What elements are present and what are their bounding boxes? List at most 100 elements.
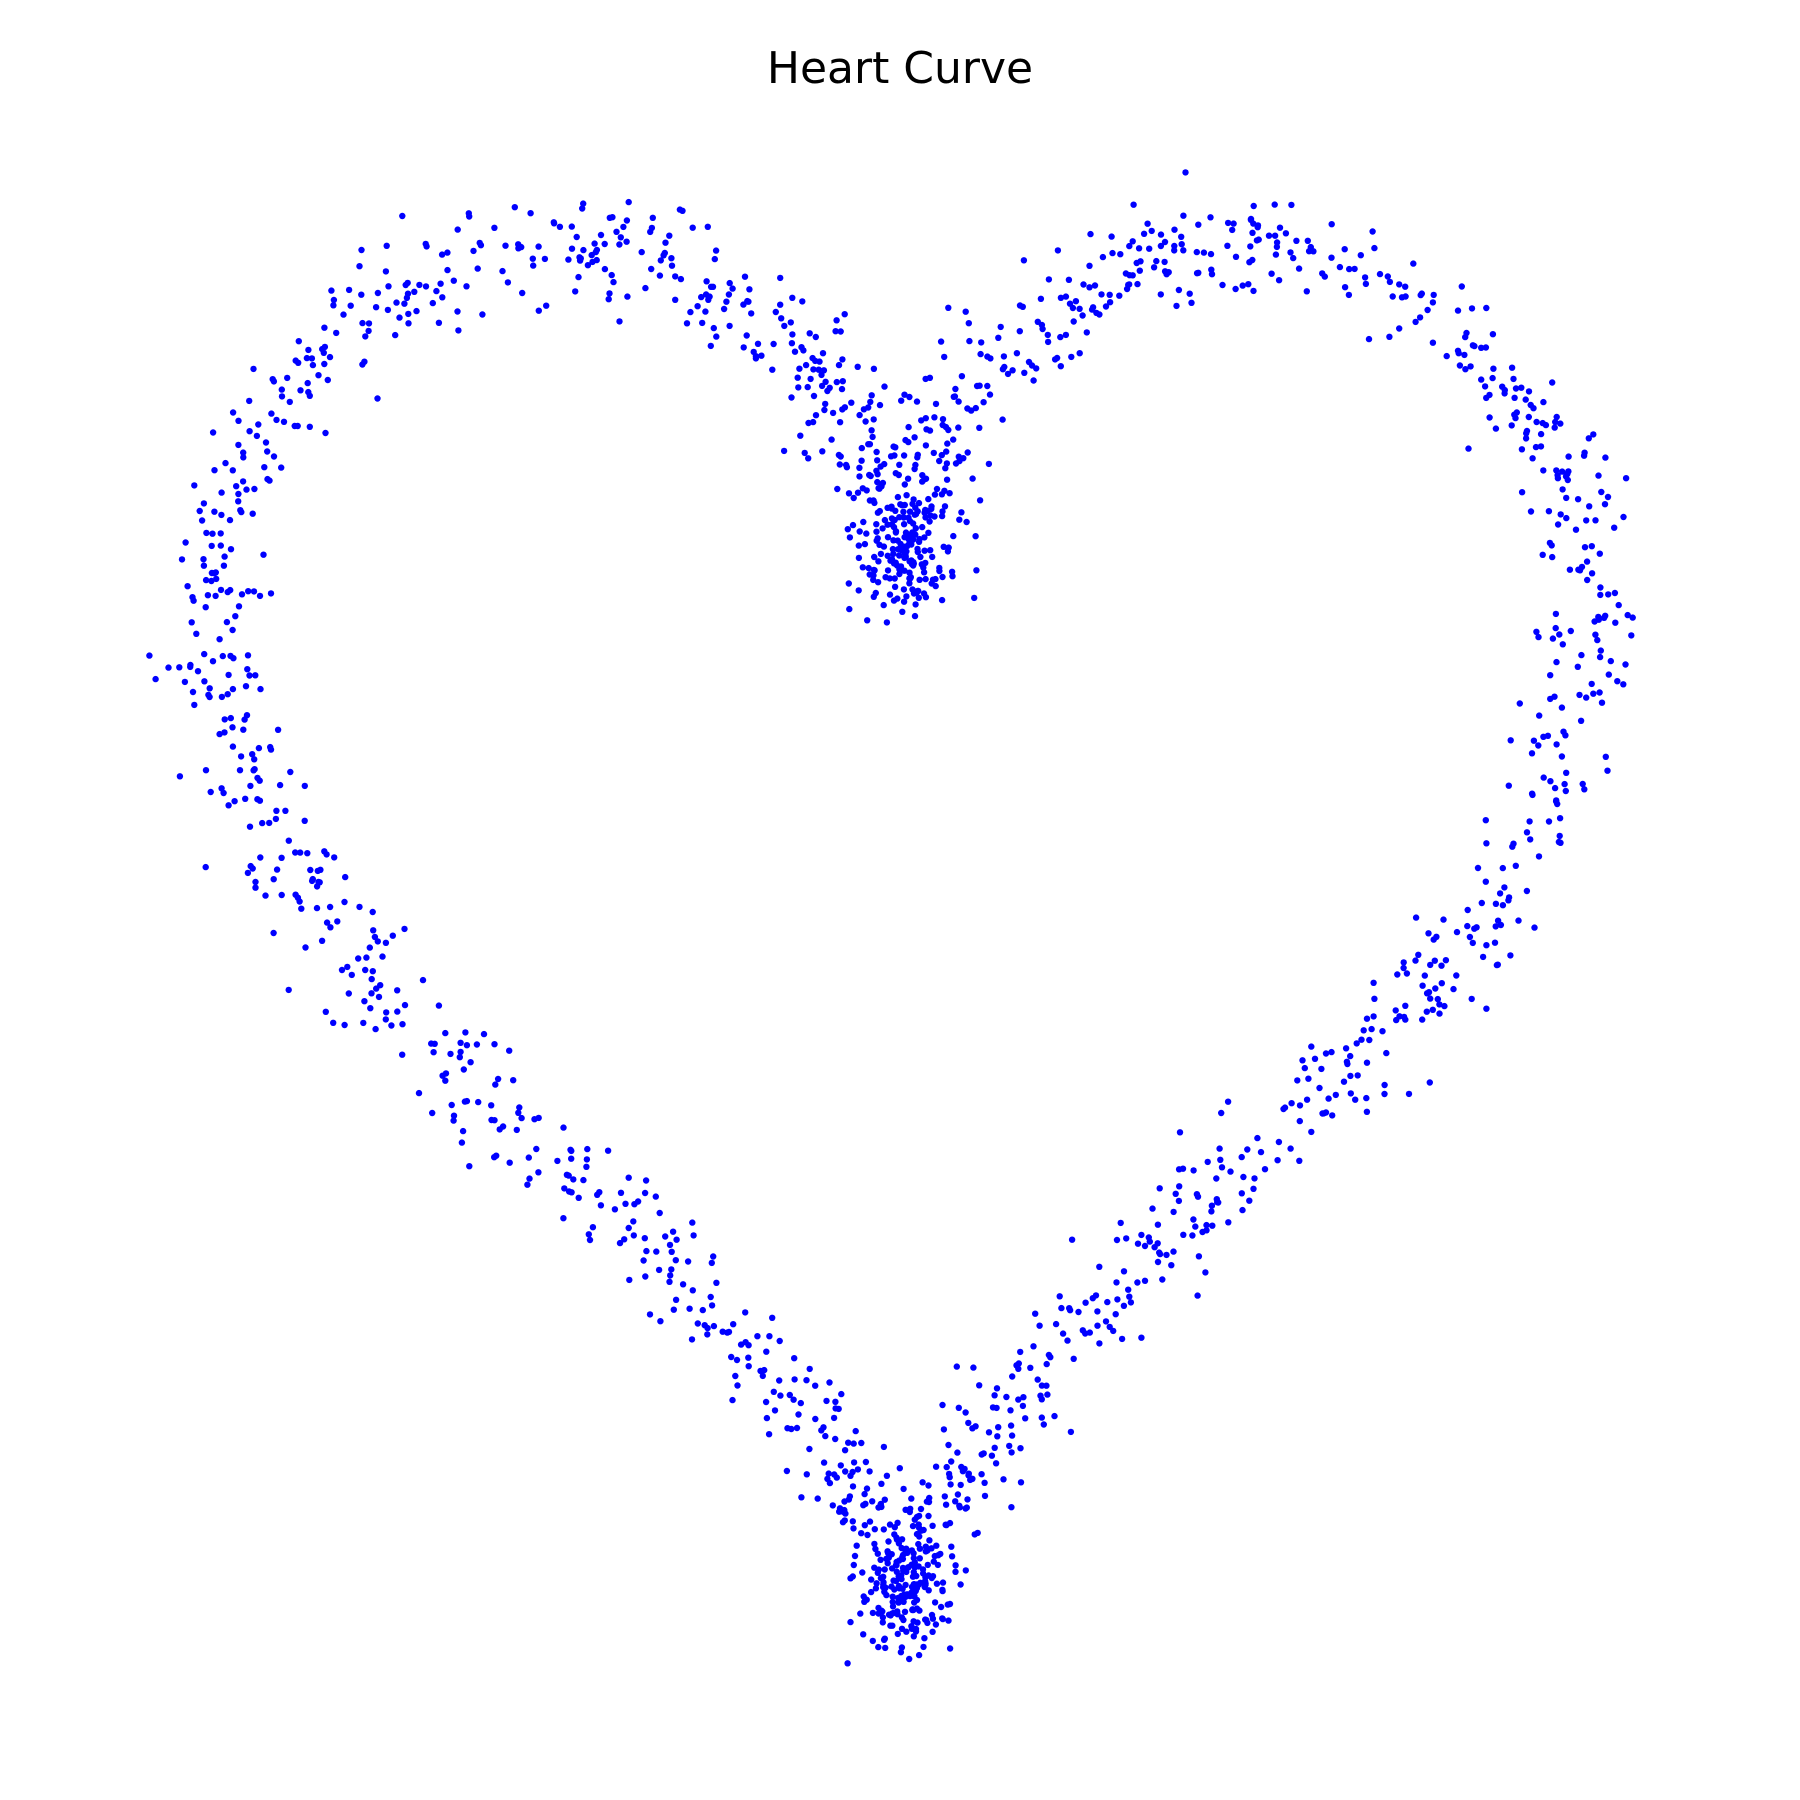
scatter-point [668,255,674,261]
scatter-point [569,223,575,229]
scatter-point [863,1459,869,1465]
scatter-point [450,1117,456,1123]
scatter-point [373,304,379,310]
scatter-point [224,619,230,625]
scatter-point [925,1482,931,1488]
scatter-point [491,225,497,231]
scatter-point [1483,305,1489,311]
scatter-point [1410,260,1416,266]
scatter-point [1455,307,1461,313]
scatter-point [591,240,597,246]
scatter-point [839,406,845,412]
scatter-point [362,333,368,339]
scatter-point [869,434,875,440]
scatter-point [1507,952,1513,958]
scatter-point [944,477,950,483]
scatter-point [218,542,224,548]
scatter-point [439,294,445,300]
scatter-point [1130,202,1136,208]
scatter-point [319,938,325,944]
scatter-point [875,1644,881,1650]
scatter-point [937,1551,943,1557]
scatter-point [1379,1028,1385,1034]
scatter-point [1596,689,1602,695]
scatter-point [282,808,288,814]
scatter-point [748,310,754,316]
scatter-point [837,1505,843,1511]
scatter-point [235,442,241,448]
scatter-point [1364,1060,1370,1066]
scatter-point [709,1260,715,1266]
scatter-point [833,317,839,323]
scatter-point [612,1206,618,1212]
scatter-point [346,990,352,996]
scatter-point [177,773,183,779]
scatter-point [279,386,285,392]
scatter-point [327,354,333,360]
scatter-point [1561,781,1567,787]
scatter-point [1322,273,1328,279]
scatter-point [871,1565,877,1571]
scatter-point [228,546,234,552]
scatter-point [1026,359,1032,365]
scatter-point [705,224,711,230]
scatter-point [963,519,969,525]
scatter-point [331,854,337,860]
scatter-point [230,743,236,749]
scatter-point [945,305,951,311]
scatter-point [1480,954,1486,960]
scatter-point [1239,1190,1245,1196]
scatter-point [1531,738,1537,744]
scatter-point [237,507,243,513]
scatter-point [1495,962,1501,968]
scatter-point [884,619,890,625]
scatter-point [1190,1216,1196,1222]
scatter-point [916,539,922,545]
scatter-point [222,716,228,722]
scatter-point [247,824,253,830]
scatter-point [877,1557,883,1563]
scatter-point [1196,1253,1202,1259]
scatter-point [1387,279,1393,285]
scatter-point [1209,1223,1215,1229]
scatter-point [589,252,595,258]
scatter-point [1433,934,1439,940]
scatter-point [572,288,578,294]
scatter-point [530,262,536,268]
scatter-point [1440,916,1446,922]
scatter-point [1297,1118,1303,1124]
scatter-point [1308,1043,1314,1049]
scatter-point [798,1400,804,1406]
scatter-point [502,243,508,249]
scatter-point [385,307,391,313]
scatter-point [730,1321,736,1327]
scatter-point [442,1030,448,1036]
scatter-point [856,587,862,593]
scatter-point [287,769,293,775]
scatter-point [1599,700,1605,706]
scatter-point [314,905,320,911]
scatter-point [474,1041,480,1047]
scatter-point [1244,1146,1250,1152]
scatter-point [677,206,683,212]
scatter-point [1146,246,1152,252]
scatter-point [947,1645,953,1651]
scatter-point [584,1156,590,1162]
scatter-point [898,398,904,404]
scatter-point [1486,414,1492,420]
scatter-point [618,234,624,240]
scatter-point [302,783,308,789]
scatter-point [864,1532,870,1538]
scatter-point [302,818,308,824]
scatter-point [1030,1343,1036,1349]
scatter-point [218,530,224,536]
scatter-point [882,1645,888,1651]
scatter-point [257,778,263,784]
scatter-point [956,1405,962,1411]
scatter-point [1366,1037,1372,1043]
scatter-point [864,487,870,493]
scatter-point [911,1633,917,1639]
scatter-point [392,332,398,338]
scatter-point [949,569,955,575]
scatter-point [1283,230,1289,236]
